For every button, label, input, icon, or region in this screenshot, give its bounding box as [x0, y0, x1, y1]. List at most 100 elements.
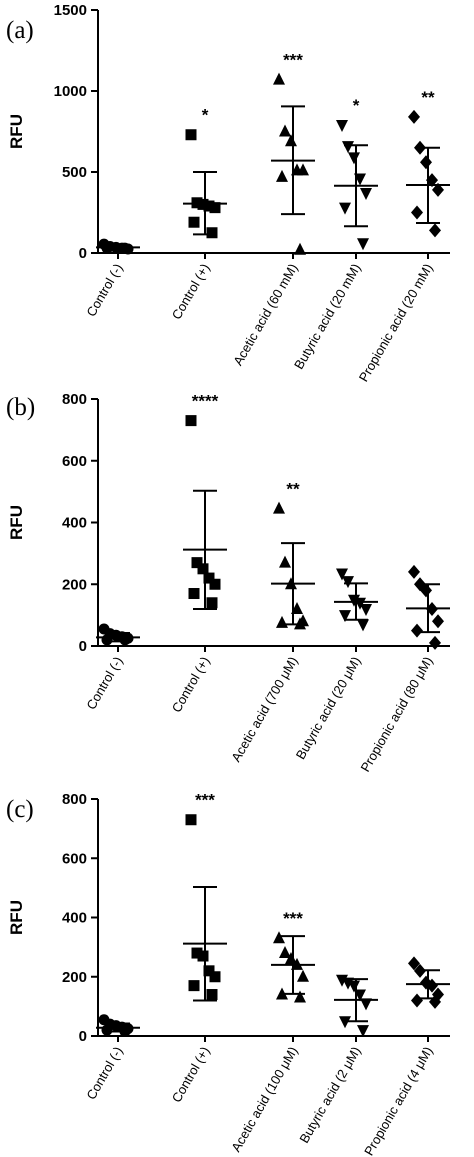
y-tick-label: 600: [62, 453, 87, 470]
significance-marker: ***: [195, 791, 215, 810]
data-point: [420, 155, 432, 170]
chart-panel-b: (b) RFU 0 200 400 600 800 Control (-) Control (+…: [6, 391, 450, 774]
significance-marker: **: [286, 480, 300, 499]
y-tick-label: 600: [62, 850, 87, 867]
data-point: [357, 238, 369, 251]
data-point: [429, 635, 441, 650]
significance-marker: ***: [283, 51, 303, 70]
data-point: [360, 188, 372, 201]
data-point: [188, 216, 200, 228]
x-tick-label: Control (+): [169, 1044, 213, 1105]
data-point: [429, 223, 441, 238]
data-point: [185, 814, 197, 826]
data-point: [209, 202, 221, 214]
y-axis-label: RFU: [7, 114, 26, 149]
x-tick-label: Control (-): [83, 654, 125, 712]
significance-marker: ****: [192, 392, 219, 411]
data-point: [411, 205, 423, 220]
y-axis-label: RFU: [7, 900, 26, 935]
chart-panel-c: (c) RFU 0 200 400 600 800 Control (-) Control (+…: [6, 791, 450, 1157]
data-point: [339, 202, 351, 215]
data-point: [197, 563, 209, 575]
data-point: [336, 568, 348, 581]
y-tick-label: 1500: [54, 2, 87, 19]
data-point: [273, 931, 285, 944]
x-tick-label: Butyric acid (2 μM): [296, 1044, 363, 1146]
y-tick-label: 400: [62, 515, 87, 532]
data-point: [294, 990, 306, 1003]
data-point: [191, 947, 203, 959]
data-point: [276, 169, 288, 182]
data-point: [188, 980, 200, 992]
data-point: [273, 501, 285, 514]
y-tick-label: 200: [62, 576, 87, 593]
y-tick-label: 400: [62, 910, 87, 927]
data-point: [432, 182, 444, 197]
significance-marker: **: [421, 88, 435, 107]
data-point: [101, 634, 113, 646]
y-tick-label: 500: [62, 164, 87, 181]
y-tick-label: 800: [62, 391, 87, 408]
x-tick-label: Control (+): [169, 261, 213, 322]
data-point: [279, 946, 291, 959]
data-point: [342, 141, 354, 154]
data-point: [411, 623, 423, 638]
data-point: [294, 242, 306, 255]
y-tick-label: 0: [79, 638, 87, 655]
data-point: [432, 614, 444, 629]
x-tick-label: Acetic acid (60 mM): [230, 261, 300, 368]
data-point: [206, 989, 218, 1001]
significance-marker: ***: [283, 909, 303, 928]
chart-panel-a: (a) RFU 0 500 1000 1500 Control (-) Control (+)…: [6, 2, 450, 384]
y-tick-label: 0: [79, 1028, 87, 1045]
data-point: [206, 227, 218, 239]
significance-marker: *: [353, 96, 360, 115]
data-point: [203, 965, 215, 977]
data-point: [408, 956, 420, 971]
panel-label: (a): [6, 17, 34, 44]
x-tick-label: Control (+): [169, 654, 213, 715]
panel-label: (c): [6, 796, 34, 823]
data-point: [203, 572, 215, 584]
y-tick-label: 1000: [54, 83, 87, 100]
data-point: [297, 969, 309, 982]
data-point: [408, 109, 420, 124]
data-point: [411, 993, 423, 1008]
data-point: [360, 603, 372, 616]
data-point: [279, 124, 291, 137]
x-tick-label: Propionic acid (80 μM): [357, 654, 435, 774]
data-point: [357, 1025, 369, 1038]
x-tick-label: Acetic acid (100 μM): [228, 1044, 300, 1154]
x-tick-label: Control (-): [83, 1044, 125, 1102]
data-point: [209, 971, 221, 983]
data-point: [206, 597, 218, 609]
significance-marker: *: [202, 106, 209, 125]
data-point: [273, 72, 285, 85]
data-point: [360, 998, 372, 1011]
data-point: [188, 588, 200, 600]
panel-label: (b): [6, 394, 35, 421]
data-point: [336, 120, 348, 133]
data-point: [297, 163, 309, 176]
data-point: [197, 950, 209, 962]
data-point: [203, 200, 215, 212]
data-point: [191, 557, 203, 569]
x-tick-label: Butyric acid (20 mM): [291, 261, 364, 372]
data-point: [185, 415, 197, 427]
x-tick-label: Butyric acid (20 μM): [293, 654, 364, 762]
y-tick-label: 200: [62, 969, 87, 986]
data-point: [276, 615, 288, 628]
x-tick-label: Acetic acid (700 μM): [228, 654, 300, 764]
x-tick-label: Propionic acid (20 mM): [356, 261, 436, 384]
data-point: [185, 129, 197, 141]
data-point: [408, 564, 420, 579]
data-point: [342, 576, 354, 589]
data-point: [348, 152, 360, 165]
x-tick-label: Control (-): [83, 261, 125, 319]
data-point: [357, 619, 369, 632]
data-point: [279, 555, 291, 568]
y-axis-label: RFU: [7, 505, 26, 540]
y-tick-label: 800: [62, 791, 87, 808]
data-point: [119, 634, 131, 646]
